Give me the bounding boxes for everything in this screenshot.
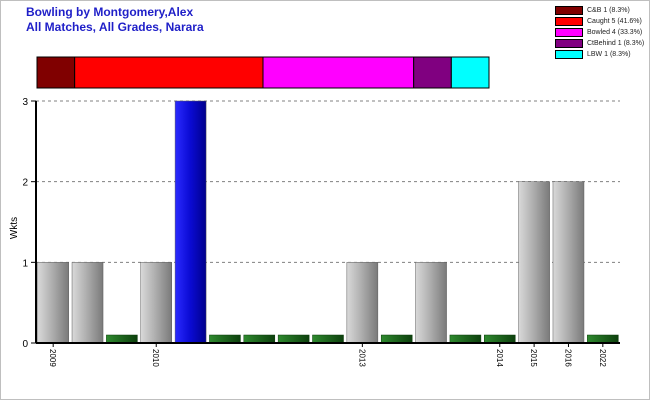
legend-swatch-caught: [555, 17, 583, 26]
y-tick-label: 2: [22, 178, 28, 189]
axes: 0 1 2 3 2009 2010 2013 2014 2015 2016 2022: [22, 97, 620, 367]
dismissal-segment: [413, 56, 452, 89]
legend-item: LBW 1 (8.3%): [555, 49, 644, 60]
legend-item: C&B 1 (8.3%): [555, 5, 644, 16]
legend-label: LBW 1 (8.3%): [587, 51, 631, 58]
bars: [37, 100, 619, 344]
bar: [106, 334, 138, 344]
bar: [174, 100, 207, 344]
legend-item: Caught 5 (41.6%): [555, 16, 644, 27]
bar: [449, 334, 482, 344]
legend: C&B 1 (8.3%) Caught 5 (41.6%) Bowled 4 (…: [555, 5, 644, 60]
x-tick-label: 2010: [151, 349, 160, 367]
bar: [140, 262, 172, 344]
legend-swatch-lbw: [555, 50, 583, 59]
y-tick-label: 1: [22, 258, 28, 269]
legend-item: Bowled 4 (33.3%): [555, 27, 644, 38]
bar: [415, 262, 447, 344]
legend-label: C&B 1 (8.3%): [587, 7, 630, 14]
dismissal-bar: [36, 56, 490, 89]
bar: [552, 181, 585, 344]
dismissal-segment: [36, 56, 76, 89]
bar: [484, 334, 516, 344]
bar: [277, 334, 310, 344]
dismissal-segment: [450, 56, 490, 89]
x-tick-label: 2013: [357, 349, 366, 367]
y-tick-label: 0: [22, 339, 28, 350]
dismissal-segment: [74, 56, 264, 89]
dismissal-segment: [262, 56, 415, 89]
legend-swatch-ctbehind: [555, 39, 583, 48]
x-tick-label: 2009: [48, 349, 57, 367]
x-tick-label: 2022: [598, 349, 607, 367]
legend-item: CtBehind 1 (8.3%): [555, 38, 644, 49]
chart-title: Bowling by Montgomery,Alex: [26, 5, 194, 19]
bar: [243, 334, 276, 344]
bar: [346, 262, 379, 344]
legend-label: Bowled 4 (33.3%): [587, 29, 643, 36]
legend-swatch-bowled: [555, 28, 583, 37]
bar: [380, 334, 413, 344]
y-axis-label: Wkts: [9, 217, 20, 239]
bar: [518, 181, 550, 344]
bar: [209, 334, 241, 344]
x-tick-label: 2014: [495, 349, 504, 367]
x-tick-label: 2016: [563, 349, 572, 367]
bar: [312, 334, 344, 344]
legend-swatch-cb: [555, 6, 583, 15]
bar: [71, 262, 104, 344]
bar: [587, 334, 619, 344]
chart-subtitle: All Matches, All Grades, Narara: [26, 20, 204, 34]
y-tick-label: 3: [22, 97, 28, 108]
bar: [37, 262, 69, 344]
legend-label: CtBehind 1 (8.3%): [587, 40, 645, 47]
x-tick-label: 2015: [529, 349, 538, 367]
legend-label: Caught 5 (41.6%): [587, 18, 642, 25]
